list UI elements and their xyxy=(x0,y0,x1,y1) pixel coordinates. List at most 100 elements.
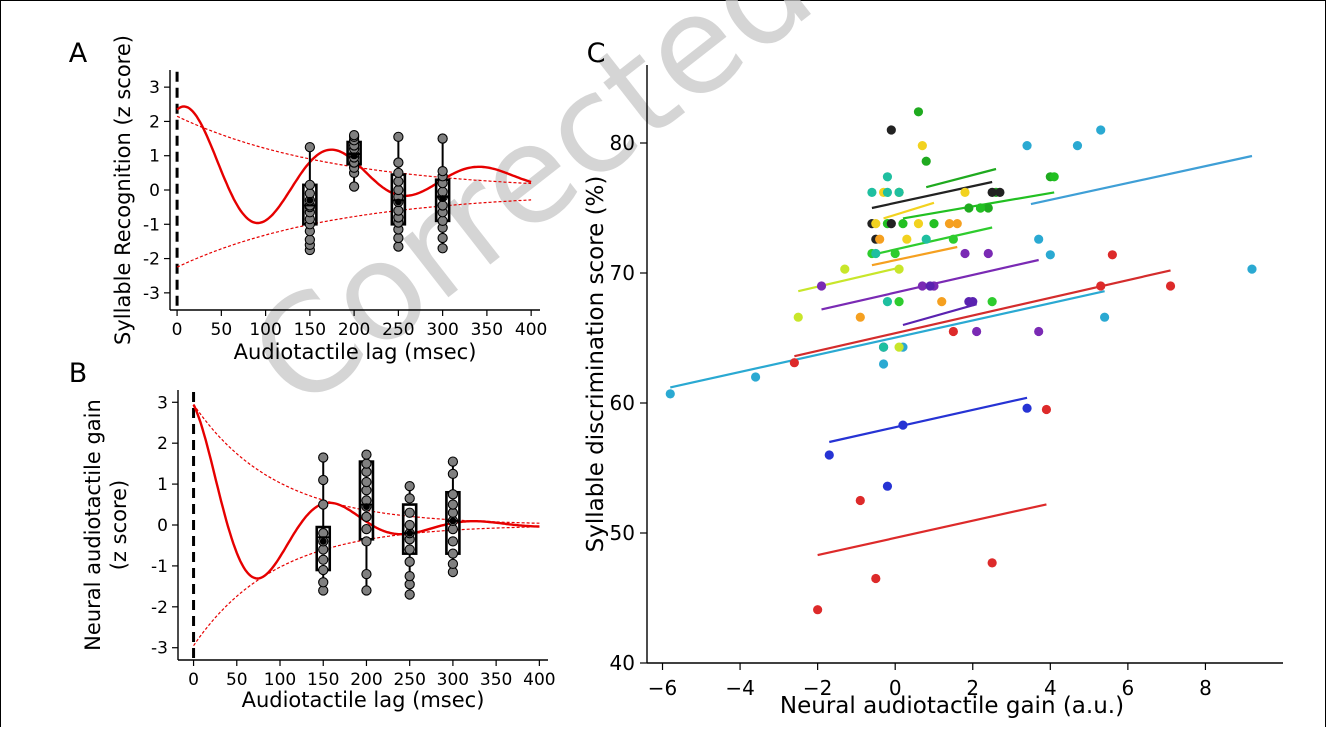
subject-point xyxy=(437,200,448,211)
scatter-point xyxy=(1165,281,1176,291)
scatter-point xyxy=(855,312,865,322)
y-tick-label: 1 xyxy=(149,147,160,167)
subject-point xyxy=(361,568,372,580)
scatter-point xyxy=(1041,404,1052,415)
y-tick-label: -1 xyxy=(143,215,160,235)
subject-point xyxy=(318,474,329,486)
subject-regression-line xyxy=(829,396,1028,444)
x-tick-label: 0 xyxy=(188,670,199,690)
panel-c: −6 −4 −2 0 2 4 6 8 40 50 60 70 80 C Neural audiotactil… xyxy=(583,38,1283,719)
y-tick-label: -3 xyxy=(151,639,168,659)
subject-point xyxy=(393,176,404,187)
subject-regression-line xyxy=(797,266,900,293)
scatter-point xyxy=(1096,281,1106,291)
scatter-point xyxy=(840,264,850,274)
x-tick-label: 350 xyxy=(471,320,503,340)
panel-a: 0 50 100 150 200 250 300 350 400 -3 -2 -1 0 1 2 3 A Audio… xyxy=(69,35,548,364)
y-tick-label: -3 xyxy=(143,284,160,304)
scatter-point xyxy=(867,187,877,197)
x-tick-label: 200 xyxy=(338,320,370,340)
scatter-point xyxy=(929,219,939,229)
box-mean-marker xyxy=(439,195,447,202)
x-tick-label: 200 xyxy=(350,670,382,690)
subject-point xyxy=(361,449,372,460)
scatter-point xyxy=(921,156,931,166)
scatter-point xyxy=(890,248,900,259)
y-tick-label: 1 xyxy=(157,475,168,495)
subject-point xyxy=(393,131,404,143)
subject-point xyxy=(447,456,459,467)
y-tick-label: 60 xyxy=(610,391,635,415)
scatter-point xyxy=(871,219,881,229)
subject-point xyxy=(318,554,329,565)
subject-point xyxy=(318,499,329,510)
scatter-point xyxy=(925,281,935,291)
scatter-point xyxy=(987,558,997,568)
x-tick-label: 250 xyxy=(382,320,414,340)
x-tick-label: 2 xyxy=(966,676,979,700)
scatter-point xyxy=(964,203,974,213)
scatter-point xyxy=(913,107,924,117)
subject-point xyxy=(447,548,459,559)
scatter-point xyxy=(987,297,997,307)
subject-point xyxy=(437,186,448,197)
subject-point xyxy=(348,181,360,192)
y-tick-label: 0 xyxy=(157,516,168,536)
subject-point xyxy=(404,480,415,492)
scatter-point xyxy=(983,203,993,213)
subject-point xyxy=(304,141,316,153)
y-tick-label: 50 xyxy=(610,521,635,545)
scatter-point xyxy=(1096,125,1106,135)
scatter-point xyxy=(1049,172,1059,182)
subject-point xyxy=(348,129,360,141)
scatter-point xyxy=(898,420,908,430)
subject-regression-line xyxy=(871,245,958,267)
subject-point xyxy=(404,507,415,518)
subject-regression-line xyxy=(925,167,997,189)
subject-regression-line xyxy=(1030,154,1253,206)
y-tick-label: 80 xyxy=(610,131,635,155)
scatter-point xyxy=(878,342,889,352)
subject-point xyxy=(393,205,404,216)
scatter-point xyxy=(886,125,896,135)
subject-point xyxy=(404,589,415,600)
scatter-point xyxy=(1034,326,1044,337)
subject-point xyxy=(437,165,448,177)
x-tick-label: 50 xyxy=(211,320,233,340)
scatter-point xyxy=(878,359,889,369)
scatter-point xyxy=(1100,312,1110,322)
scatter-point xyxy=(960,187,970,197)
y-tick-label: 0 xyxy=(149,181,160,201)
scatter-point xyxy=(944,219,955,229)
subject-point xyxy=(447,558,459,570)
scatter-point xyxy=(1034,234,1044,244)
x-tick-label: 150 xyxy=(307,670,339,690)
x-tick-label: 150 xyxy=(294,320,326,340)
scatter-point xyxy=(816,281,827,291)
scatter-point xyxy=(886,219,896,229)
y-tick-label: -2 xyxy=(151,598,168,618)
scatter-point xyxy=(789,358,799,368)
scatter-point xyxy=(882,172,893,182)
subject-point xyxy=(361,458,372,469)
subject-point xyxy=(447,536,459,547)
y-tick-label: 2 xyxy=(157,434,168,454)
y-axis-label: Syllable discrimination score (%) xyxy=(583,176,609,553)
x-tick-label: 350 xyxy=(480,670,512,690)
subject-regression-line xyxy=(794,269,1171,358)
scatter-point xyxy=(921,234,931,244)
subject-regression-line xyxy=(670,290,1105,389)
box-mean-marker xyxy=(449,517,457,525)
subject-point xyxy=(361,585,372,596)
subject-point xyxy=(404,556,415,567)
subject-regression-line xyxy=(871,226,993,256)
subject-point xyxy=(304,234,316,245)
scatter-point xyxy=(1072,141,1083,151)
box-mean-marker xyxy=(394,198,402,206)
scatter-point xyxy=(855,495,865,506)
panel-b: 0 50 100 150 200 250 300 350 400 -3 -2 -1 0 1 2 3 B Audio… xyxy=(69,358,556,712)
scatter-point xyxy=(665,389,675,399)
subject-point xyxy=(361,476,372,488)
